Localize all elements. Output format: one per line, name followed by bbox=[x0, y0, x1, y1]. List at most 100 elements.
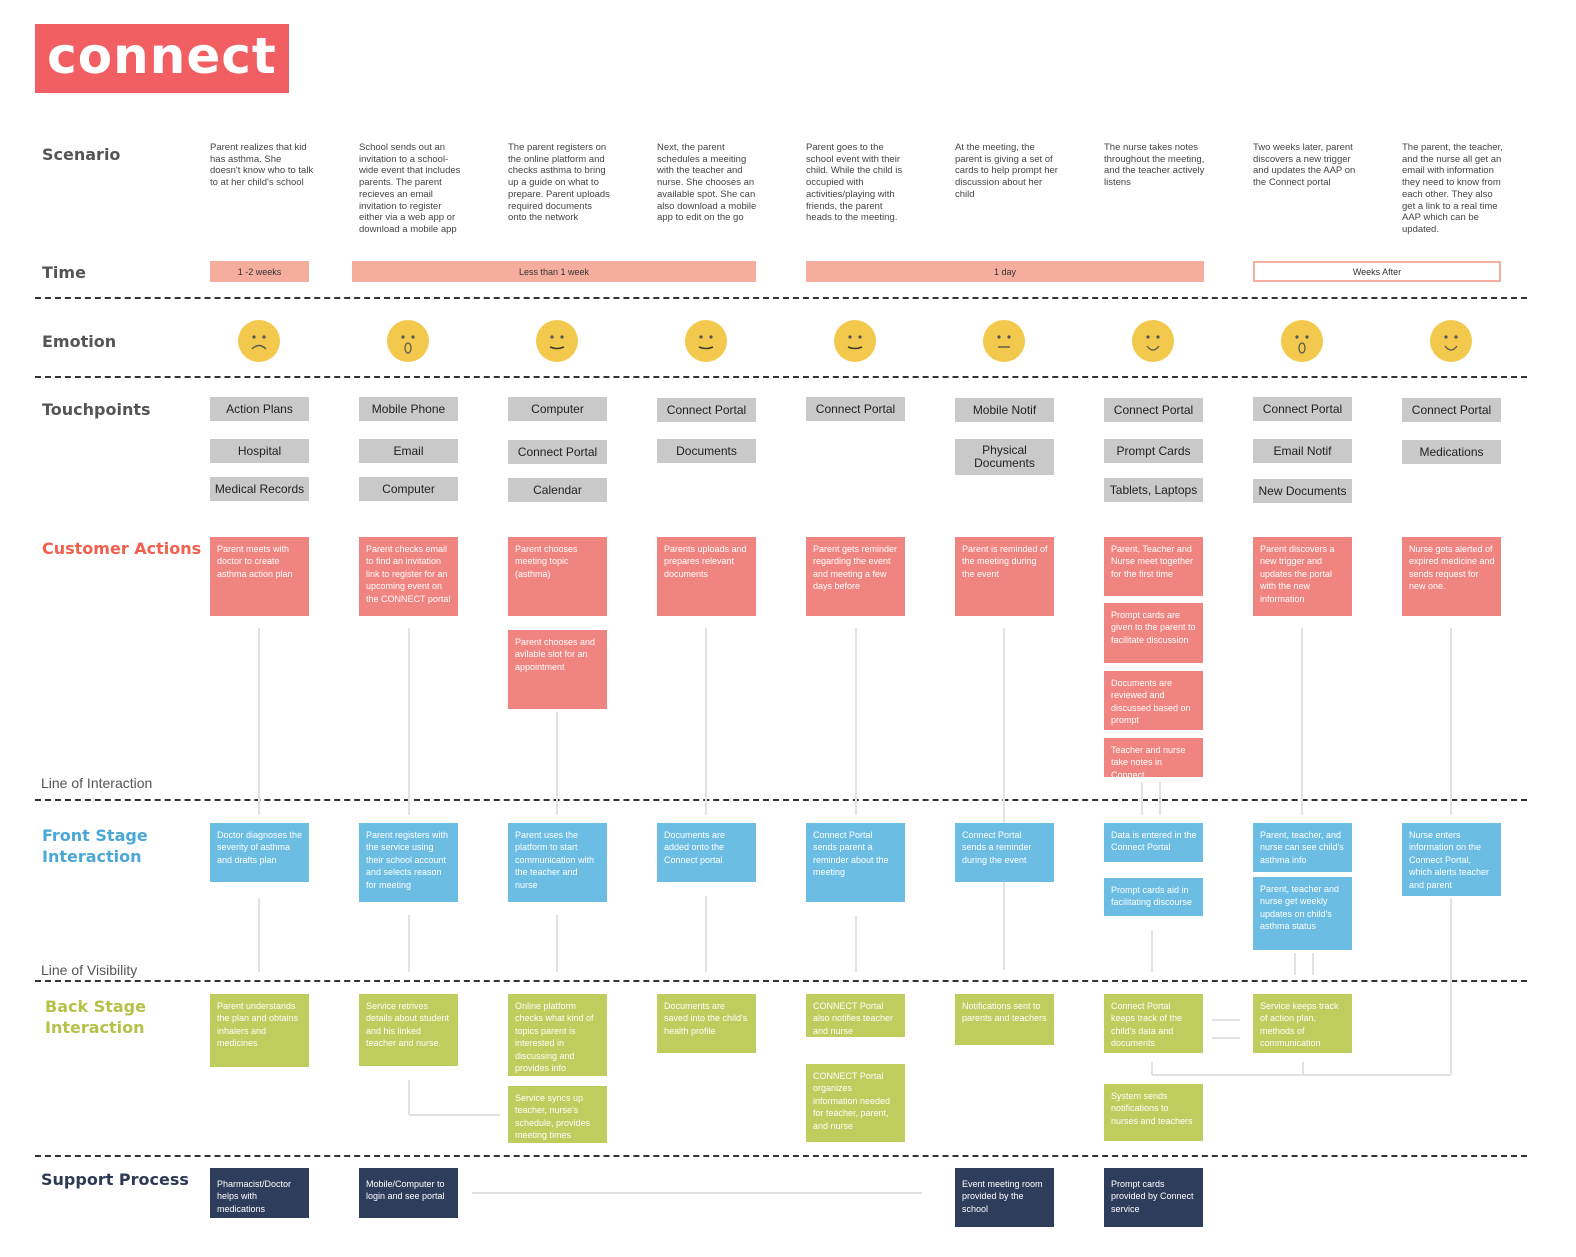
back-stage-card: Service keeps track of action plan, meth… bbox=[1253, 994, 1352, 1053]
customer-action-card: Parents uploads and prepares relevant do… bbox=[657, 537, 756, 616]
front-stage-card: Connect Portal sends parent a reminder a… bbox=[806, 823, 905, 902]
customer-action-card: Prompt cards are given to the parent to … bbox=[1104, 603, 1203, 663]
connect-logo: connect bbox=[35, 24, 289, 93]
row-label-scenario: Scenario bbox=[42, 145, 121, 164]
front-stage-card: Data is entered in the Connect Portal bbox=[1104, 823, 1203, 862]
line-of-interaction-label: Line of Interaction bbox=[41, 775, 153, 791]
customer-action-card: Parent discovers a new trigger and updat… bbox=[1253, 537, 1352, 616]
back-stage-card: System sends notifications to nurses and… bbox=[1104, 1084, 1203, 1141]
front-stage-card: Parent registers with the service using … bbox=[359, 823, 458, 902]
customer-action-card: Teacher and nurse take notes in Connect bbox=[1104, 738, 1203, 780]
touchpoint: Medical Records bbox=[210, 477, 309, 501]
touchpoint: Connect Portal bbox=[1402, 398, 1501, 422]
time-bar: 1 day bbox=[806, 261, 1204, 282]
back-stage-card: Connect Portal keeps track of the child'… bbox=[1104, 994, 1203, 1053]
time-label: Less than 1 week bbox=[518, 266, 590, 277]
emotion-face-slight-smile-icon bbox=[685, 320, 727, 362]
time-label: Weeks After bbox=[1352, 266, 1402, 277]
row-label-time: Time bbox=[42, 263, 86, 282]
row-label-customer-actions: Customer Actions bbox=[42, 539, 202, 558]
touchpoint: Documents bbox=[657, 439, 756, 463]
divider bbox=[35, 1155, 1527, 1157]
support-process-card: Event meeting room provided by the schoo… bbox=[955, 1168, 1054, 1227]
front-stage-card: Prompt cards aid in facilitating discour… bbox=[1104, 878, 1203, 916]
touchpoint: Connect Portal bbox=[508, 440, 607, 464]
touchpoint: New Documents bbox=[1253, 479, 1352, 503]
time-label: 1 day bbox=[993, 266, 1017, 277]
time-bar: 1 -2 weeks bbox=[210, 261, 309, 282]
logo-text: connect bbox=[47, 26, 277, 85]
time-bar: Less than 1 week bbox=[352, 261, 756, 282]
front-stage-card: Documents are added onto the Connect por… bbox=[657, 823, 756, 882]
touchpoint: Mobile Phone bbox=[359, 397, 458, 421]
front-stage-card: Nurse enters information on the Connect … bbox=[1402, 823, 1501, 896]
emotion-face-smile-icon bbox=[1430, 320, 1472, 362]
customer-action-card: Documents are reviewed and discussed bas… bbox=[1104, 671, 1203, 730]
back-stage-card: Service retrives details about student a… bbox=[359, 994, 458, 1066]
front-stage-card: Connect Portal sends a reminder during t… bbox=[955, 823, 1054, 882]
front-stage-card: Parent, teacher, and nurse can see child… bbox=[1253, 823, 1352, 872]
support-process-card: Pharmacist/Doctor helps with medications bbox=[210, 1168, 309, 1218]
time-label: 1 -2 weeks bbox=[237, 266, 282, 277]
customer-action-card: Parent checks email to find an invitatio… bbox=[359, 537, 458, 616]
customer-action-card: Parent is reminded of the meeting during… bbox=[955, 537, 1054, 616]
front-stage-card: Parent, teacher and nurse get weekly upd… bbox=[1253, 877, 1352, 950]
emotion-face-smile-icon bbox=[1132, 320, 1174, 362]
customer-action-card: Nurse gets alerted of expired medicine a… bbox=[1402, 537, 1501, 616]
back-stage-card: Parent understands the plan and obtains … bbox=[210, 994, 309, 1067]
row-label-touchpoints: Touchpoints bbox=[42, 400, 151, 419]
line-of-visibility-label: Line of Visibility bbox=[41, 962, 138, 978]
emotion-face-slight-smile-icon bbox=[834, 320, 876, 362]
customer-action-card: Parent meets with doctor to create asthm… bbox=[210, 537, 309, 616]
scenario-text: School sends out an invitation to a scho… bbox=[359, 142, 461, 235]
touchpoint: Mobile Notif bbox=[955, 398, 1054, 422]
row-label-support-process: Support Process bbox=[41, 1170, 189, 1189]
touchpoint: Email Notif bbox=[1253, 439, 1352, 463]
time-bar: Weeks After bbox=[1253, 261, 1501, 282]
scenario-text: The parent registers on the online platf… bbox=[508, 142, 610, 224]
scenario-text: The parent, the teacher, and the nurse a… bbox=[1402, 142, 1503, 235]
emotion-face-sad-icon bbox=[238, 320, 280, 362]
row-label-back-stage-1: Back Stage bbox=[45, 997, 146, 1016]
line-of-interaction bbox=[35, 799, 1527, 801]
customer-action-card: Parent gets reminder regarding the event… bbox=[806, 537, 905, 616]
touchpoint: Computer bbox=[508, 397, 607, 421]
touchpoint: Physical Documents bbox=[955, 439, 1054, 475]
scenario-text: At the meeting, the parent is giving a s… bbox=[955, 142, 1058, 200]
customer-action-card: Parent chooses meeting topic (asthma) bbox=[508, 537, 607, 616]
customer-action-card: Parent, Teacher and Nurse meet together … bbox=[1104, 537, 1203, 596]
touchpoint: Medications bbox=[1402, 440, 1501, 464]
back-stage-card: Online platform checks what kind of topi… bbox=[508, 994, 607, 1076]
scenario-text: Parent goes to the school event with the… bbox=[806, 142, 903, 224]
divider bbox=[35, 297, 1527, 299]
touchpoint: Prompt Cards bbox=[1104, 439, 1203, 463]
scenario-text: Next, the parent schedules a meeiting wi… bbox=[657, 142, 757, 224]
touchpoint: Action Plans bbox=[210, 397, 309, 421]
emotion-face-neutral-icon bbox=[983, 320, 1025, 362]
row-label-front-stage-1: Front Stage bbox=[42, 826, 148, 845]
scenario-text: Two weeks later, parent discovers a new … bbox=[1253, 142, 1356, 189]
emotion-face-surprised-icon bbox=[387, 320, 429, 362]
support-process-card: Mobile/Computer to login and see portal bbox=[359, 1168, 458, 1218]
touchpoint: Hospital bbox=[210, 439, 309, 463]
scenario-text: The nurse takes notes throughout the mee… bbox=[1104, 142, 1205, 189]
back-stage-card: Service syncs up teacher, nurse's schedu… bbox=[508, 1086, 607, 1143]
emotion-face-surprised-icon bbox=[1281, 320, 1323, 362]
scenario-text: Parent realizes that kid has asthma. She… bbox=[210, 142, 314, 189]
row-label-emotion: Emotion bbox=[42, 332, 117, 351]
front-stage-card: Parent uses the platform to start commun… bbox=[508, 823, 607, 902]
divider bbox=[35, 376, 1527, 378]
support-process-card: Prompt cards provided by Connect service bbox=[1104, 1168, 1203, 1227]
touchpoint: Calendar bbox=[508, 478, 607, 502]
touchpoint: Tablets, Laptops bbox=[1104, 478, 1203, 502]
row-label-front-stage-2: Interaction bbox=[42, 847, 142, 866]
emotion-face-slight-smile-icon bbox=[536, 320, 578, 362]
customer-action-card: Parent chooses and avilable slot for an … bbox=[508, 630, 607, 709]
back-stage-card: Notifications sent to parents and teache… bbox=[955, 994, 1054, 1045]
back-stage-card: CONNECT Portal organizes information nee… bbox=[806, 1064, 905, 1142]
back-stage-card: Documents are saved into the child's hea… bbox=[657, 994, 756, 1053]
row-label-back-stage-2: Interaction bbox=[45, 1018, 145, 1037]
touchpoint: Connect Portal bbox=[657, 398, 756, 422]
line-of-visibility bbox=[35, 980, 1527, 982]
